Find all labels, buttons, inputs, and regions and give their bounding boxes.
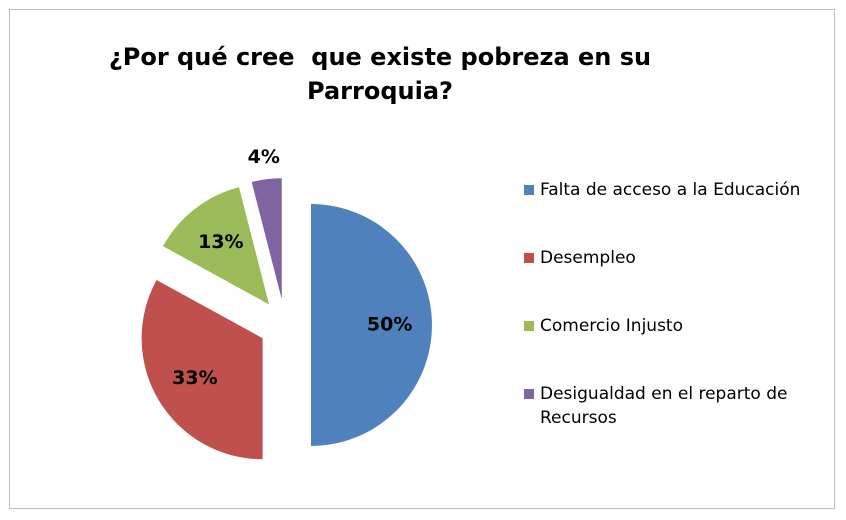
legend-swatch bbox=[524, 389, 534, 399]
legend-label: Comercio Injusto bbox=[540, 316, 683, 336]
legend-label: Falta de acceso a la Educación bbox=[540, 180, 801, 200]
legend-swatch bbox=[524, 253, 534, 263]
chart-title: ¿Por qué cree que existe pobreza en su P… bbox=[108, 43, 660, 105]
data-label: 50% bbox=[367, 314, 412, 336]
legend-label: Desigualdad en el reparto de Recursos bbox=[540, 384, 788, 428]
pie-slice bbox=[141, 279, 263, 460]
legend-item: Falta de acceso a la Educación bbox=[524, 178, 844, 202]
pie-slice bbox=[311, 204, 432, 446]
legend: Falta de acceso a la Educación Desempleo C… bbox=[524, 178, 844, 474]
legend-item: Desigualdad en el reparto de Recursos bbox=[524, 382, 844, 430]
pie-slice bbox=[251, 178, 282, 300]
chart-frame bbox=[9, 9, 835, 509]
pie-slice bbox=[163, 187, 270, 305]
data-label: 33% bbox=[172, 367, 217, 389]
legend-swatch bbox=[524, 321, 534, 331]
data-label: 13% bbox=[198, 231, 243, 253]
legend-label: Desempleo bbox=[540, 248, 636, 268]
legend-item: Desempleo bbox=[524, 246, 844, 270]
legend-swatch bbox=[524, 185, 534, 195]
legend-item: Comercio Injusto bbox=[524, 314, 844, 338]
data-label: 4% bbox=[248, 146, 280, 168]
